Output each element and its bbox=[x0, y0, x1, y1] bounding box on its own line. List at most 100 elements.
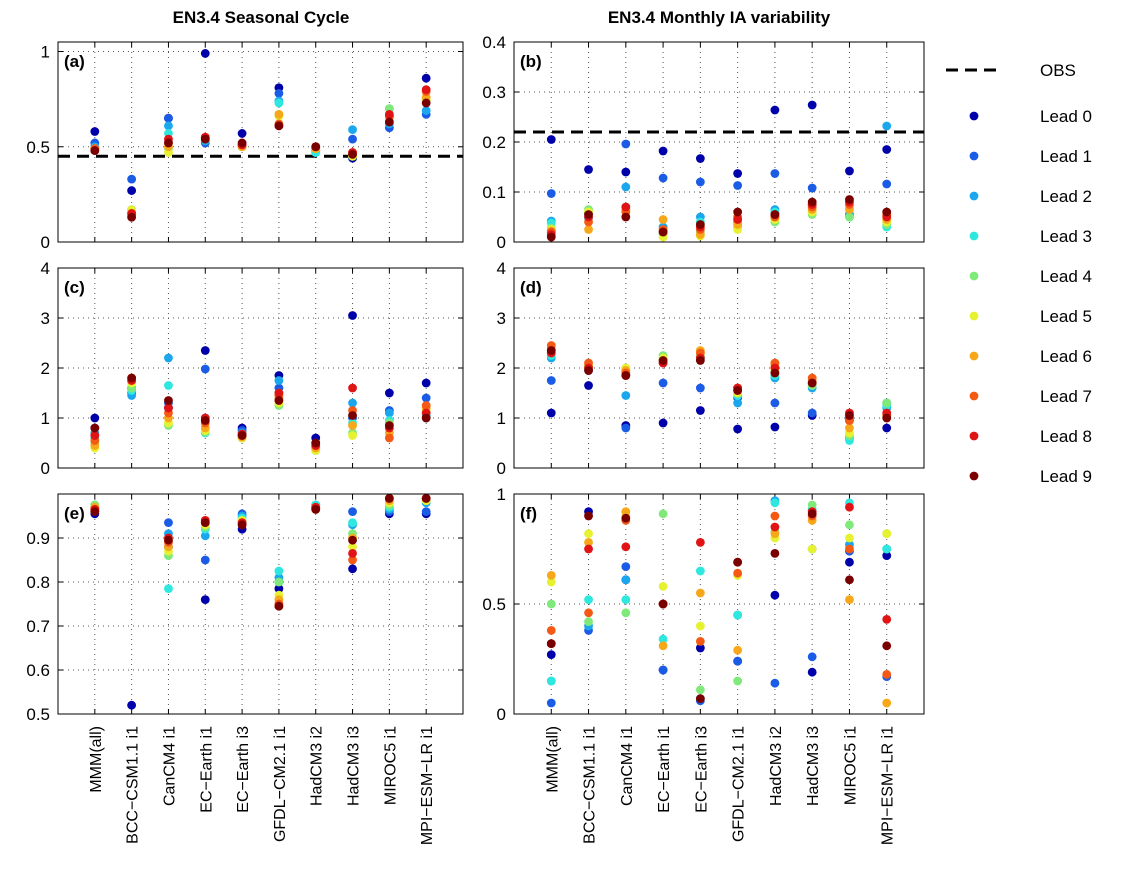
data-point-lead-1 bbox=[421, 507, 431, 516]
y-tick-label: 0.7 bbox=[26, 617, 50, 636]
category-labels: MMM(all) BCC−CSM1.1 i1 CanCM4 i1 EC−Earth i… bbox=[88, 726, 897, 845]
data-point-lead-0 bbox=[882, 145, 892, 154]
data-point-lead-9 bbox=[807, 197, 817, 207]
category-label: GFDL−CM2.1 i1 bbox=[731, 726, 748, 842]
data-point-lead-9 bbox=[807, 509, 817, 519]
data-point-lead-9 bbox=[770, 210, 780, 219]
category-label: MIROC5 i1 bbox=[382, 726, 399, 805]
data-point-lead-0 bbox=[882, 551, 892, 560]
data-point-lead-5 bbox=[584, 529, 593, 538]
data-point-lead-9 bbox=[164, 396, 173, 405]
data-point-lead-0 bbox=[770, 590, 780, 600]
column-title-left: EN3.4 Seasonal Cycle bbox=[173, 8, 350, 27]
legend-label-lead-1: Lead 1 bbox=[1040, 147, 1092, 166]
panel-label: (f) bbox=[520, 504, 537, 523]
data-point-lead-1 bbox=[621, 562, 631, 571]
data-point-lead-0 bbox=[421, 73, 431, 83]
data-point-lead-6 bbox=[584, 538, 593, 547]
data-point-lead-7 bbox=[882, 670, 892, 679]
data-point-lead-1 bbox=[200, 555, 210, 565]
data-point-lead-0 bbox=[845, 557, 854, 567]
data-point-lead-7 bbox=[384, 433, 394, 443]
data-point-lead-9 bbox=[584, 366, 593, 375]
data-point-lead-0 bbox=[127, 700, 137, 710]
data-point-lead-2 bbox=[164, 121, 173, 131]
data-point-lead-0 bbox=[348, 564, 357, 574]
y-tick-label: 0.9 bbox=[26, 529, 50, 548]
panel-f: 0 0.5 1 (f) bbox=[482, 485, 925, 724]
data-point-lead-0 bbox=[658, 418, 668, 428]
axes-frame bbox=[513, 493, 925, 715]
category-label: CanCM4 i1 bbox=[619, 726, 636, 806]
data-point-lead-9 bbox=[237, 520, 247, 530]
data-point-lead-2 bbox=[274, 376, 284, 385]
panel-c: 0 1 2 3 4 (c) bbox=[41, 259, 464, 478]
data-point-lead-8 bbox=[274, 388, 284, 398]
category-label: BCC−CSM1.1 i1 bbox=[125, 726, 142, 844]
data-point-lead-9 bbox=[421, 494, 431, 503]
data-point-lead-7 bbox=[421, 401, 431, 410]
data-point-lead-9 bbox=[546, 232, 556, 242]
legend-marker-lead-8 bbox=[969, 431, 979, 441]
y-tick-label: 0.5 bbox=[26, 705, 50, 724]
data-point-lead-4 bbox=[658, 509, 668, 519]
data-point-lead-0 bbox=[200, 346, 210, 355]
data-point-lead-9 bbox=[348, 149, 357, 159]
data-point-lead-6 bbox=[658, 641, 668, 651]
category-label: CanCM4 i1 bbox=[161, 726, 178, 806]
data-point-lead-4 bbox=[621, 608, 631, 618]
axes-frame bbox=[513, 267, 925, 469]
data-point-lead-9 bbox=[658, 599, 668, 609]
data-point-lead-0 bbox=[200, 49, 210, 58]
data-point-lead-8 bbox=[90, 431, 100, 440]
data-point-lead-9 bbox=[90, 146, 100, 155]
data-point-lead-3 bbox=[658, 634, 668, 644]
data-point-lead-9 bbox=[546, 346, 556, 355]
plot-area bbox=[58, 42, 463, 242]
data-point-lead-8 bbox=[621, 542, 631, 552]
data-point-lead-6 bbox=[621, 507, 631, 516]
data-point-lead-3 bbox=[274, 566, 284, 576]
data-point-lead-1 bbox=[695, 383, 705, 393]
data-point-lead-9 bbox=[200, 134, 210, 144]
data-point-lead-0 bbox=[807, 100, 817, 110]
data-point-lead-0 bbox=[695, 643, 705, 653]
legend: OBS Lead 0 Lead 1 Lead 2 Lead 3 Lead 4 Lead 5… bbox=[946, 61, 1092, 486]
data-point-lead-1 bbox=[733, 656, 743, 666]
legend-label-lead-6: Lead 6 bbox=[1040, 347, 1092, 366]
data-point-lead-2 bbox=[164, 353, 173, 363]
data-point-lead-7 bbox=[770, 511, 780, 521]
legend-label-lead-4: Lead 4 bbox=[1040, 267, 1092, 286]
axes-frame bbox=[57, 267, 464, 469]
panel-label: (d) bbox=[520, 278, 542, 297]
data-point-lead-7 bbox=[348, 555, 357, 565]
data-point-lead-8 bbox=[695, 538, 705, 547]
data-point-lead-3 bbox=[584, 595, 593, 604]
data-point-lead-8 bbox=[770, 522, 780, 532]
legend-marker-lead-9 bbox=[969, 471, 979, 481]
category-label: EC−Earth i3 bbox=[693, 726, 710, 813]
data-point-lead-9 bbox=[845, 575, 854, 585]
y-tick-label: 0.1 bbox=[482, 183, 506, 202]
data-point-lead-0 bbox=[770, 105, 780, 115]
data-point-lead-0 bbox=[546, 135, 556, 144]
legend-marker-lead-3 bbox=[969, 231, 979, 241]
data-point-lead-1 bbox=[658, 173, 668, 183]
data-point-lead-9 bbox=[127, 212, 137, 222]
legend-label-lead-5: Lead 5 bbox=[1040, 307, 1092, 326]
y-tick-label: 0.8 bbox=[26, 573, 50, 592]
data-point-lead-7 bbox=[695, 637, 705, 646]
data-point-lead-7 bbox=[584, 608, 593, 618]
legend-marker-lead-0 bbox=[969, 111, 979, 121]
data-point-lead-0 bbox=[695, 406, 705, 415]
data-point-lead-9 bbox=[733, 557, 743, 567]
y-tick-label: 2 bbox=[41, 359, 50, 378]
data-point-lead-4 bbox=[584, 617, 593, 626]
y-tick-label: 0.3 bbox=[482, 83, 506, 102]
data-point-lead-9 bbox=[164, 535, 173, 545]
data-point-lead-1 bbox=[770, 398, 780, 408]
y-tick-label: 0.5 bbox=[482, 595, 506, 614]
data-point-lead-2 bbox=[621, 182, 631, 192]
data-point-lead-9 bbox=[546, 639, 556, 648]
